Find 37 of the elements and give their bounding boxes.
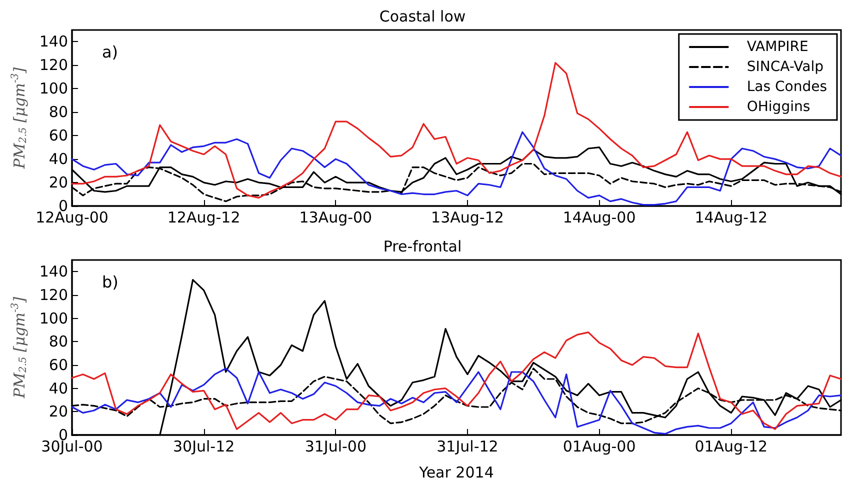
x-tick-label: 14Aug-12	[694, 208, 768, 226]
y-tick-label: 40	[48, 150, 68, 168]
line-series	[71, 62, 842, 199]
y-axis-title: PM2.5 [μgm-3]	[10, 67, 29, 170]
x-tick-label: 13Aug-00	[299, 208, 372, 226]
y-tick-label: 100	[39, 309, 68, 328]
y-tick-label: 80	[48, 332, 68, 351]
y-tick-label: 60	[48, 356, 68, 374]
chart-title: Pre-frontal	[383, 238, 462, 256]
legend-label: Las Condes	[746, 79, 828, 95]
chart-title: Coastal low	[379, 8, 466, 26]
y-axis-title: PM2.5 [μgm-3]	[10, 296, 29, 400]
x-tick-label: 31Jul-00	[304, 438, 366, 456]
legend-label: SINCA-Valp	[746, 59, 824, 75]
x-tick-label: 31Jul-12	[436, 438, 498, 456]
y-tick-label: 20	[48, 174, 68, 192]
y-tick-label: 80	[48, 103, 68, 122]
y-tick-label: 40	[48, 379, 68, 398]
y-tick-label: 140	[39, 262, 68, 281]
line-series	[71, 332, 842, 430]
annotation: b)	[102, 272, 118, 292]
x-tick-label: 30Jul-12	[172, 438, 235, 456]
y-tick-label: 60	[48, 126, 68, 145]
x-axis-title: Year 2014	[418, 464, 494, 482]
y-tick-label: 140	[39, 32, 68, 51]
x-tick-label: 12Aug-12	[167, 208, 240, 226]
y-tick-label: 20	[48, 402, 68, 421]
x-tick-label: 14Aug-00	[562, 208, 636, 226]
y-tick-label: 120	[39, 286, 68, 304]
y-tick-label: 100	[39, 80, 68, 98]
annotation: a)	[102, 42, 118, 62]
x-tick-label: 01Aug-12	[694, 438, 768, 456]
x-tick-label: 13Aug-12	[431, 208, 504, 226]
legend-label: OHiggins	[746, 99, 810, 115]
y-tick-label: 120	[39, 56, 68, 74]
legend-label: VAMPIRE	[746, 39, 808, 55]
x-tick-label: 01Aug-00	[562, 438, 636, 456]
